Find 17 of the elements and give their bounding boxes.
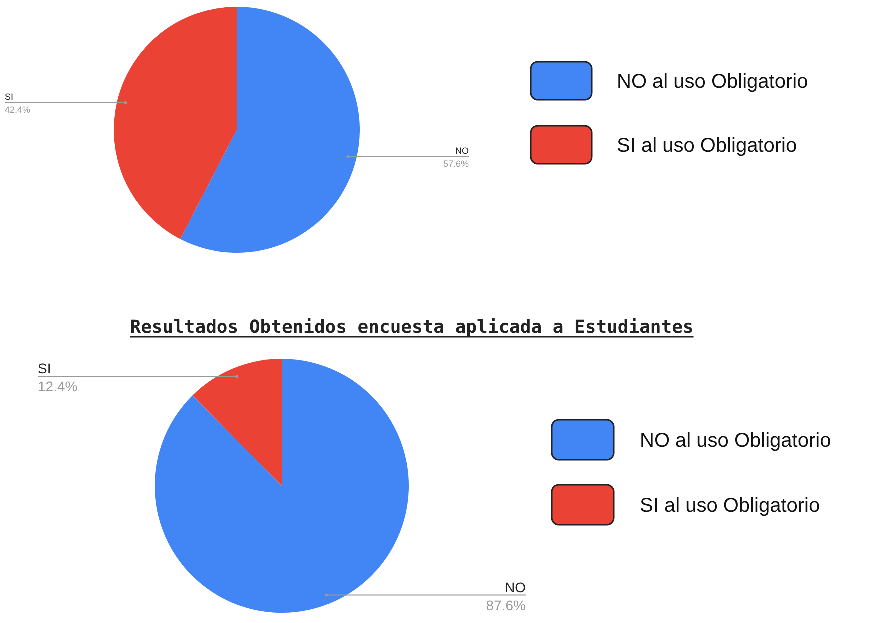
- data-label: 57.6%: [443, 159, 469, 170]
- slice-label: SI: [38, 360, 52, 377]
- pie-slice: [180, 7, 360, 253]
- text: NO al uso Obligatorio: [640, 430, 832, 452]
- text: SI al uso Obligatorio: [617, 135, 798, 157]
- text: NO al uso Obligatorio: [617, 71, 808, 93]
- text: SI al uso Obligatorio: [640, 495, 820, 517]
- data-label: 42.4%: [5, 104, 31, 115]
- slice-label: NO: [505, 579, 526, 596]
- chart-title: Resultados Obtenidos encuesta aplicada a Estudiantes: [130, 317, 694, 338]
- pie-slice: [114, 7, 237, 240]
- data-label: 87.6%: [486, 597, 526, 614]
- slice-label: SI: [5, 92, 14, 102]
- data-label: 12.4%: [38, 378, 78, 395]
- slice-label: NO: [456, 146, 469, 156]
- pie-slice: [192, 359, 282, 486]
- pie-slice: [155, 359, 409, 613]
